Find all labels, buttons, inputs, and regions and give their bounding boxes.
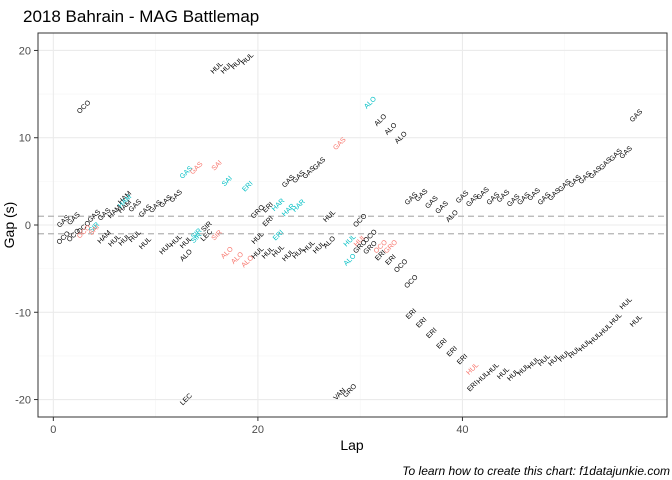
chart-caption: To learn how to create this chart: f1dat… bbox=[402, 464, 670, 478]
y-tick-label: 0 bbox=[25, 220, 31, 232]
grid-lines bbox=[38, 33, 667, 417]
reference-lines bbox=[38, 215, 667, 235]
x-axis-title: Lap bbox=[340, 437, 364, 453]
x-tick-label: 20 bbox=[252, 424, 264, 436]
chart-title: 2018 Bahrain - MAG Battlemap bbox=[23, 7, 259, 26]
y-tick-label: -10 bbox=[15, 307, 31, 319]
axes: 0 20 40 -20 -10 0 10 20 bbox=[15, 45, 468, 436]
y-tick-label: -20 bbox=[15, 395, 31, 407]
y-axis-title: Gap (s) bbox=[1, 202, 17, 249]
y-tick-label: 10 bbox=[19, 133, 31, 145]
x-tick-label: 0 bbox=[50, 424, 56, 436]
y-tick-label: 20 bbox=[19, 45, 31, 57]
x-tick-label: 40 bbox=[456, 424, 468, 436]
